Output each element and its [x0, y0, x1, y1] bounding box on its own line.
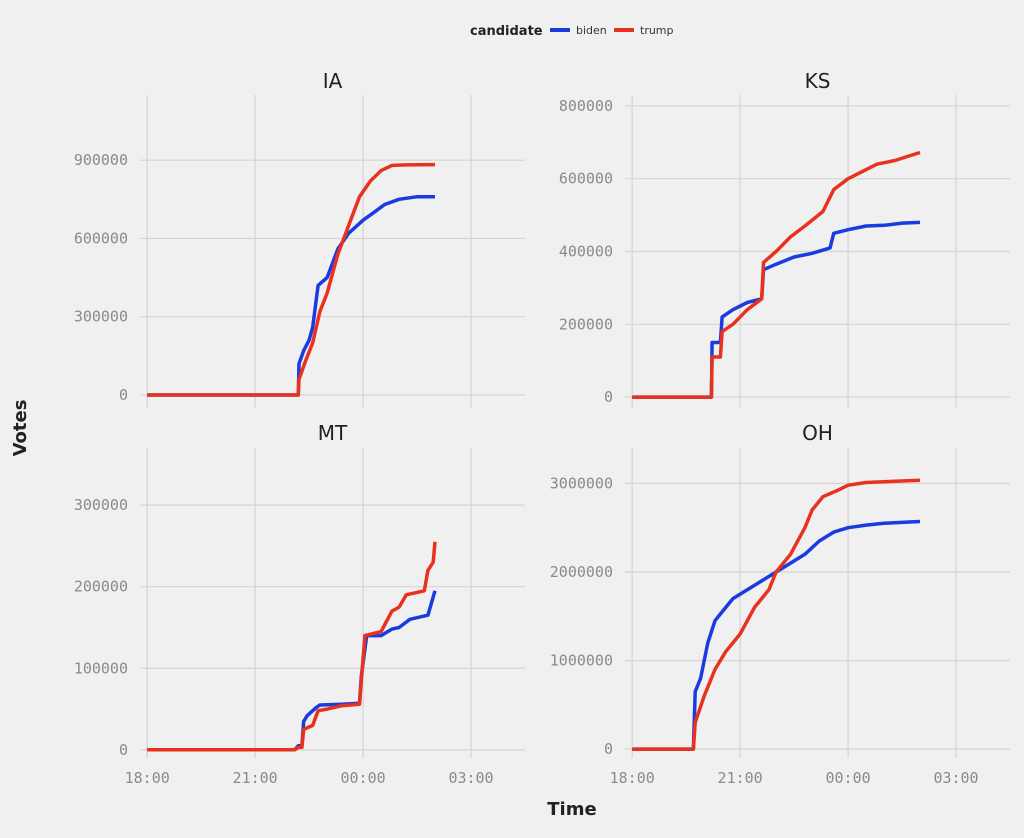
x-tick-label: 21:00	[233, 769, 278, 787]
y-tick-label: 300000	[74, 308, 128, 326]
y-tick-label: 0	[119, 741, 128, 759]
y-tick-label: 2000000	[550, 563, 613, 581]
panel-ks: 0 200000 400000 600000 800000 KS	[559, 69, 1010, 408]
series-line-trump	[632, 478, 921, 751]
series-line-biden	[632, 220, 921, 399]
panel-oh: 18:00 21:00 00:00 03:00 0 1000000 2000000 30000…	[550, 421, 1010, 787]
panel-mt: 18:00 21:00 00:00 03:00 0 100000 200000 300000 M…	[74, 421, 525, 787]
y-tick-label: 0	[604, 740, 613, 758]
panel-title: MT	[318, 421, 348, 445]
x-tick-label: 00:00	[826, 769, 871, 787]
x-tick-label: 03:00	[933, 769, 978, 787]
y-tick-label: 800000	[559, 97, 613, 115]
legend-label-biden: biden	[576, 24, 607, 37]
x-tick-label: 18:00	[610, 769, 655, 787]
x-tick-label: 00:00	[341, 769, 386, 787]
legend-label-trump: trump	[640, 24, 674, 37]
y-tick-label: 600000	[74, 229, 128, 247]
panel-title: IA	[323, 69, 343, 93]
panel-ia: 0 300000 600000 900000 IA	[74, 69, 525, 408]
y-axis-title: Votes	[10, 400, 31, 457]
series-line-biden	[147, 194, 435, 397]
legend-title: candidate	[470, 24, 543, 39]
x-axis-title: Time	[547, 799, 596, 820]
x-tick-label: 18:00	[125, 769, 170, 787]
x-tick-label: 03:00	[448, 769, 493, 787]
legend: candidate biden trump	[470, 24, 674, 39]
panel-title: OH	[802, 421, 833, 445]
x-tick-label: 21:00	[718, 769, 763, 787]
y-tick-label: 1000000	[550, 652, 613, 670]
y-tick-label: 200000	[559, 315, 613, 333]
y-tick-label: 0	[119, 386, 128, 404]
y-tick-label: 300000	[74, 496, 128, 514]
y-tick-label: 0	[604, 388, 613, 406]
series-line-trump	[147, 541, 437, 752]
y-tick-label: 900000	[74, 151, 128, 169]
y-tick-label: 400000	[559, 243, 613, 261]
y-tick-label: 600000	[559, 170, 613, 188]
y-tick-label: 100000	[74, 659, 128, 677]
panel-title: KS	[805, 69, 831, 93]
y-tick-label: 3000000	[550, 474, 613, 492]
y-tick-label: 200000	[74, 578, 128, 596]
series-line-biden	[632, 519, 921, 751]
series-line-trump	[147, 162, 436, 397]
facet-panels: 0 300000 600000 900000 IA 0 200000 400000 600000…	[74, 69, 1010, 787]
series-line-trump	[632, 150, 921, 399]
